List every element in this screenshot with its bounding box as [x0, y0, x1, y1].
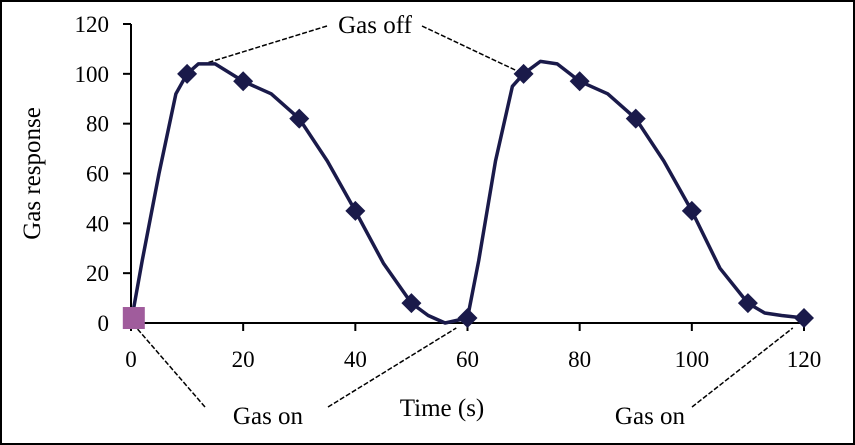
data-point-marker — [457, 308, 478, 329]
y-tick-label: 0 — [98, 311, 110, 336]
y-tick-label: 40 — [86, 211, 109, 236]
x-tick-label: 20 — [232, 347, 255, 372]
y-tick-label: 120 — [75, 12, 110, 37]
x-tick-label: 0 — [125, 347, 137, 372]
annotation-leader-line — [136, 327, 206, 408]
data-point-marker — [177, 63, 198, 84]
annotation-leader-line — [421, 25, 519, 73]
markers — [122, 63, 814, 330]
start-point-marker — [122, 307, 145, 330]
annotation-gas-on-2: Gas on — [615, 403, 686, 430]
y-tick-label: 80 — [86, 112, 109, 137]
annotation-gas-off: Gas off — [338, 12, 413, 39]
data-point-marker — [569, 71, 590, 92]
x-tick-label: 80 — [568, 347, 591, 372]
data-point-marker — [233, 71, 254, 92]
x-axis-title: Time (s) — [400, 395, 485, 422]
annotations — [136, 25, 794, 408]
data-point-marker — [794, 308, 814, 329]
data-point-marker — [681, 200, 702, 221]
y-tick-label: 60 — [86, 162, 109, 187]
data-point-marker — [289, 108, 310, 129]
annotation-leader-line — [327, 327, 457, 408]
data-point-marker — [737, 293, 758, 314]
y-tick-label: 100 — [75, 62, 110, 87]
x-axis: 0 20 40 60 80 100 120 — [125, 322, 822, 372]
x-tick-label: 60 — [456, 347, 479, 372]
data-point-marker — [513, 63, 534, 84]
y-axis-title: Gas response — [19, 107, 46, 240]
data-point-marker — [345, 200, 366, 221]
annotation-leader-line — [691, 327, 794, 408]
y-tick-label: 20 — [86, 261, 109, 286]
x-tick-label: 120 — [787, 347, 822, 372]
annotation-leader-line — [203, 25, 328, 65]
annotation-gas-on-1: Gas on — [233, 403, 304, 430]
data-point-marker — [625, 108, 646, 129]
data-point-marker — [401, 293, 422, 314]
x-tick-label: 40 — [344, 347, 367, 372]
series-line — [129, 59, 805, 325]
series — [129, 59, 805, 325]
y-axis: 0 20 40 60 80 100 120 — [75, 12, 132, 336]
x-tick-label: 100 — [675, 347, 710, 372]
